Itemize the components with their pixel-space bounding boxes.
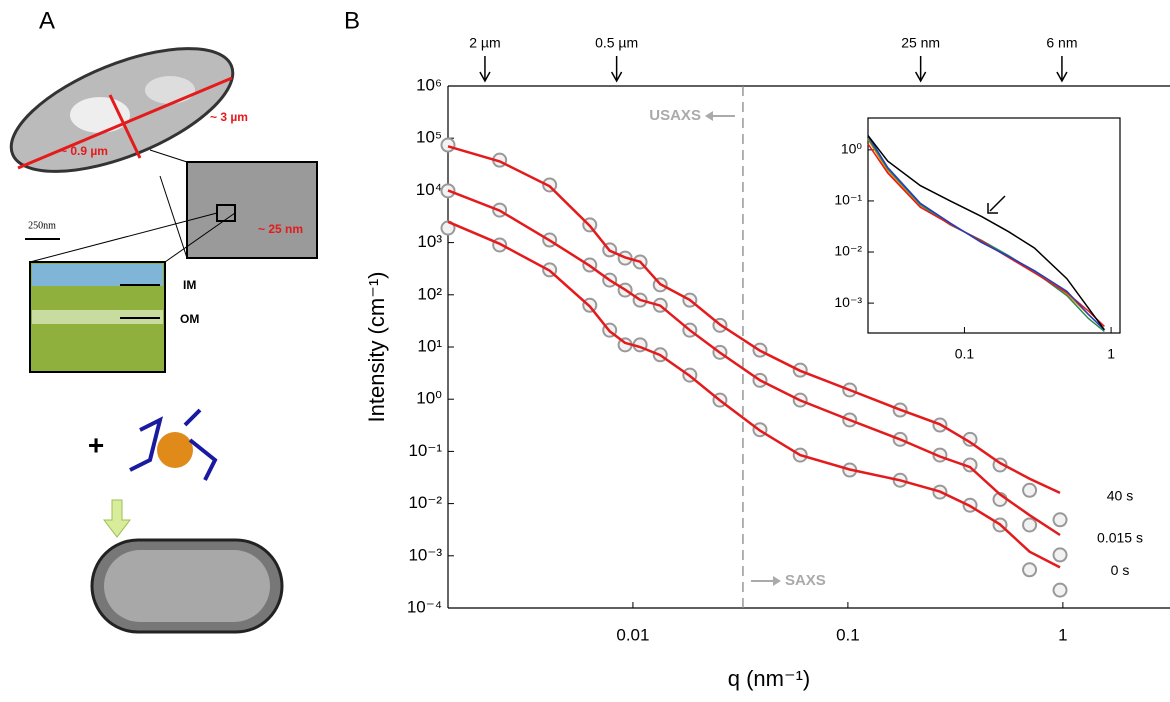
panel-label: B [344, 7, 360, 34]
molecule [129, 408, 218, 481]
y-tick-label: 10³ [417, 232, 442, 251]
panel-a-art [9, 47, 318, 634]
y-axis-label: Intensity (cm⁻¹) [364, 272, 389, 423]
y-tick-label: 10⁵ [416, 128, 442, 147]
series-label: 40 s [1107, 488, 1133, 504]
membrane-layer [32, 264, 163, 286]
x-tick-label: 0.1 [836, 625, 860, 644]
top-marker-head [479, 71, 491, 83]
x-tick-label: 0.01 [616, 625, 649, 644]
y-tick-label: 10⁻² [408, 493, 442, 512]
fit-line [447, 145, 1061, 495]
annotation: ~ 25 nm [258, 222, 303, 236]
data-point [1052, 512, 1068, 528]
down-arrow [102, 499, 132, 538]
texture [145, 76, 195, 104]
series-label: 0.015 s [1097, 530, 1143, 546]
inset-background [868, 118, 1120, 333]
width-arrow [108, 94, 142, 159]
panel-label: A [39, 7, 55, 34]
top-marker-label: 2 µm [469, 35, 500, 51]
zoom-line [164, 212, 236, 263]
top-marker-label: 0.5 µm [595, 35, 638, 51]
zoom-line [29, 212, 218, 263]
top-marker-head [1056, 71, 1068, 83]
zoom-line [159, 175, 188, 259]
data-point [440, 137, 456, 153]
length-arrow [17, 76, 233, 170]
data-point [1022, 517, 1038, 533]
data-point [1052, 547, 1068, 563]
top-marker-label: 6 nm [1046, 35, 1077, 51]
annotation-arrow [772, 576, 781, 586]
y-tick-label: 10⁻³ [834, 294, 862, 310]
x-tick-label: 1 [1107, 346, 1115, 362]
annotation: USAXS [649, 107, 701, 124]
membrane-layer [32, 310, 163, 324]
x-tick-label: 0.1 [955, 346, 975, 362]
y-tick-label: 10⁰ [841, 141, 863, 157]
y-tick-label: 10⁻¹ [408, 441, 442, 460]
y-tick-label: 10¹ [417, 336, 442, 355]
y-tick-label: 10² [417, 284, 442, 303]
y-tick-label: 10⁻¹ [834, 192, 862, 208]
plus-sign: + [88, 429, 104, 460]
fit-line [447, 220, 1061, 569]
annotation: IM [183, 278, 196, 292]
data-point [440, 220, 456, 236]
top-marker-label: 25 nm [901, 35, 940, 51]
bacterium-interior [104, 550, 270, 622]
y-tick-label: 10⁻⁴ [407, 597, 442, 616]
annotation: SAXS [785, 572, 826, 589]
series-label: 0 s [1111, 562, 1130, 578]
annotation-arrow [704, 111, 713, 121]
y-tick-label: 10⁶ [416, 75, 442, 94]
molecule [157, 432, 193, 468]
annotation: OM [180, 312, 199, 326]
inset-line [867, 135, 1106, 331]
fit-line [447, 189, 1061, 537]
data-point [1022, 482, 1038, 498]
x-tick-label: 1 [1058, 625, 1067, 644]
annotation: ~ 3 µm [210, 110, 248, 124]
x-axis-label: q (nm⁻¹) [728, 666, 811, 691]
top-marker-head [914, 71, 927, 83]
inset-line [867, 137, 1105, 332]
panel-a-labels: A ~ 3 µm ~ 0.9 µm ~ 25 nm 250nm IM OM + [28, 7, 303, 460]
top-marker-head [610, 71, 623, 83]
inset-arrow-head [987, 203, 998, 214]
scale-bar-label: 250nm [28, 220, 56, 231]
y-tick-label: 10⁻² [834, 243, 862, 259]
data-point [1022, 562, 1038, 578]
inset-arrow [989, 195, 1006, 212]
y-tick-label: 10⁻³ [408, 545, 442, 564]
zoom-line [149, 149, 188, 163]
zoom-image [186, 161, 318, 259]
panel-b: 10⁻⁴ 10⁻³ 10⁻² 10⁻¹ 10⁰ 10¹ 10² 10³ 10⁴ 10⁵ 10⁶ 0.0… [344, 7, 1170, 691]
inset-line [867, 135, 1105, 331]
data-point [1052, 582, 1068, 598]
y-tick-label: 10⁰ [416, 389, 442, 408]
y-tick-label: 10⁴ [416, 180, 442, 199]
annotation: ~ 0.9 µm [60, 144, 108, 158]
plot-frame [867, 117, 1121, 334]
